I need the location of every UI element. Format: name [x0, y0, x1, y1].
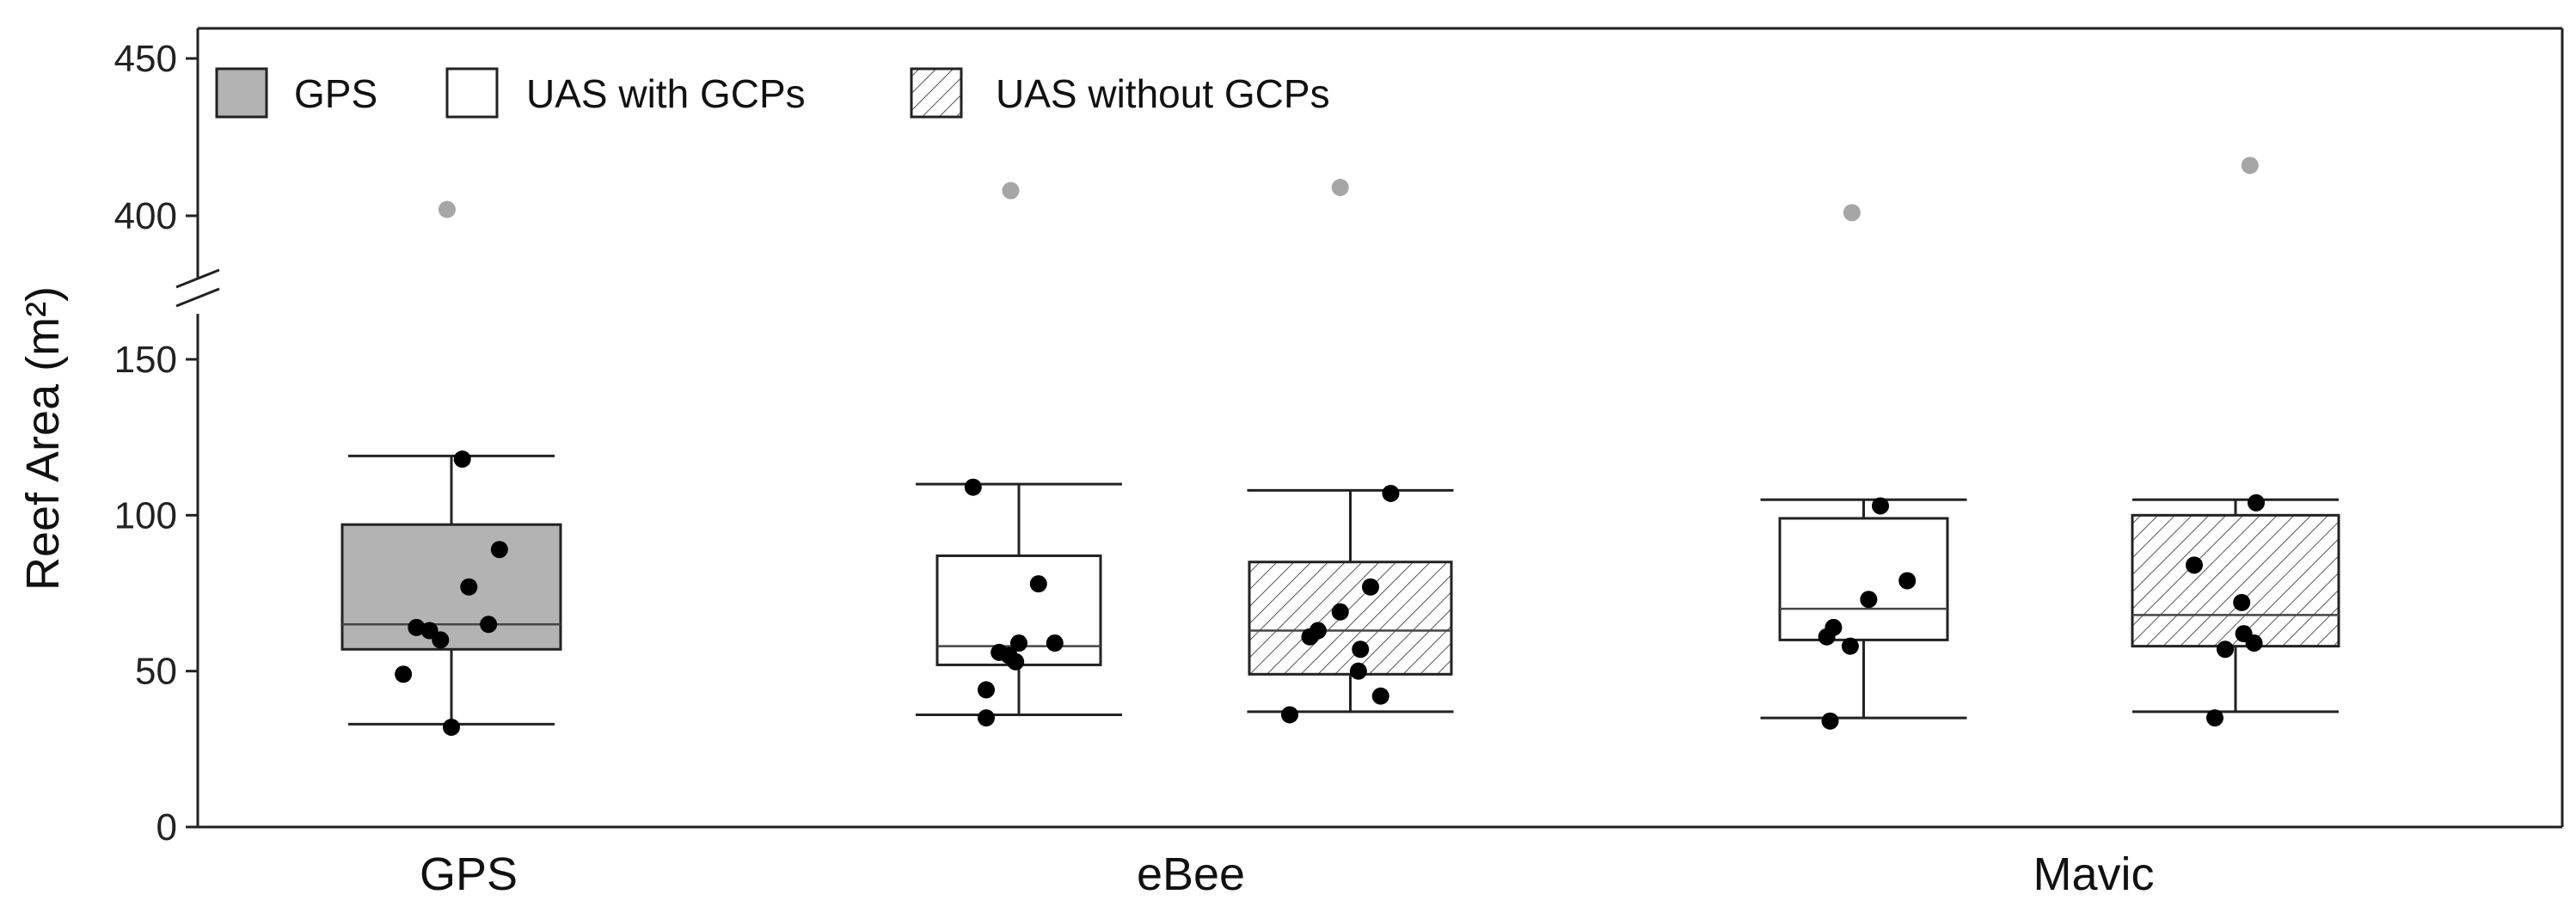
box-ebee-uas-with-gcps — [916, 181, 1122, 727]
boxes — [340, 156, 2340, 736]
data-point — [2217, 640, 2234, 659]
data-point — [460, 578, 478, 596]
legend-label-gps: GPS — [294, 71, 377, 116]
data-point — [1281, 706, 1298, 724]
data-point — [1821, 712, 1839, 730]
data-point — [1029, 575, 1047, 593]
y-tick-label: 400 — [114, 195, 177, 237]
data-point — [2235, 625, 2253, 643]
box-iqr — [340, 523, 562, 651]
data-point — [453, 450, 471, 469]
legend-label-uas-with-gcps: UAS with GCPs — [526, 71, 806, 116]
data-point — [1309, 622, 1327, 640]
data-point — [490, 541, 508, 559]
x-category-label: GPS — [420, 849, 518, 900]
y-tick-label: 450 — [114, 38, 177, 80]
y-ticks: 0 50 100 150 400 450 — [114, 38, 198, 849]
data-point — [1362, 578, 1379, 596]
data-point — [1010, 634, 1027, 652]
data-point — [2233, 593, 2251, 611]
data-point — [1371, 687, 1389, 705]
outlier-point — [1002, 181, 1020, 199]
legend-swatch-uas-with-gcps — [445, 67, 499, 119]
data-point — [1872, 497, 1889, 515]
legend-swatch-gps — [215, 67, 268, 119]
axis-break-mark-top — [175, 268, 220, 289]
box-iqr — [1778, 517, 1949, 641]
legend-label-uas-without-gcps: UAS without GCPs — [996, 71, 1330, 116]
y-tick-label: 100 — [114, 494, 177, 536]
data-point — [978, 709, 995, 727]
data-point — [420, 622, 439, 640]
y-tick-label: 0 — [156, 806, 177, 849]
data-point — [1898, 572, 1917, 590]
x-category-labels: GPS eBee Mavic — [420, 849, 2155, 900]
data-point — [1352, 640, 1370, 659]
data-point — [964, 478, 982, 496]
data-point — [2248, 493, 2265, 512]
box-gps-gps — [340, 200, 562, 736]
data-point — [1841, 637, 1859, 655]
y-tick-label: 150 — [114, 339, 177, 381]
data-point — [1331, 603, 1349, 621]
legend: GPS UAS with GCPs UAS without GCPs — [215, 67, 1330, 119]
y-axis-label: Reef Area (m²) — [17, 286, 69, 591]
legend-swatch-uas-without-gcps — [910, 67, 963, 119]
outlier-point — [438, 200, 456, 218]
box-mavic-uas-without-gcps — [2131, 156, 2340, 727]
data-point — [1860, 591, 1878, 609]
box-ebee-uas-without-gcps — [1247, 179, 1454, 724]
data-point — [978, 681, 995, 699]
data-point — [1382, 484, 1400, 502]
data-point — [1046, 634, 1064, 652]
data-point — [443, 718, 460, 736]
data-point — [408, 618, 426, 636]
data-point — [991, 643, 1009, 661]
y-tick-label: 50 — [135, 651, 177, 693]
data-point — [2186, 556, 2203, 574]
data-point — [1825, 618, 1843, 636]
x-category-label: eBee — [1137, 849, 1245, 900]
box-mavic-uas-with-gcps — [1760, 204, 1967, 730]
data-point — [480, 616, 498, 634]
outlier-point — [2241, 156, 2259, 175]
data-point — [1349, 662, 1367, 680]
box-iqr — [2131, 513, 2340, 648]
data-point — [395, 665, 413, 683]
outlier-point — [1843, 204, 1861, 222]
axis-break-mark-bottom — [175, 287, 220, 308]
data-point — [2206, 709, 2223, 727]
outlier-point — [1331, 179, 1349, 197]
x-category-label: Mavic — [2033, 849, 2154, 900]
box-iqr — [1248, 561, 1453, 676]
